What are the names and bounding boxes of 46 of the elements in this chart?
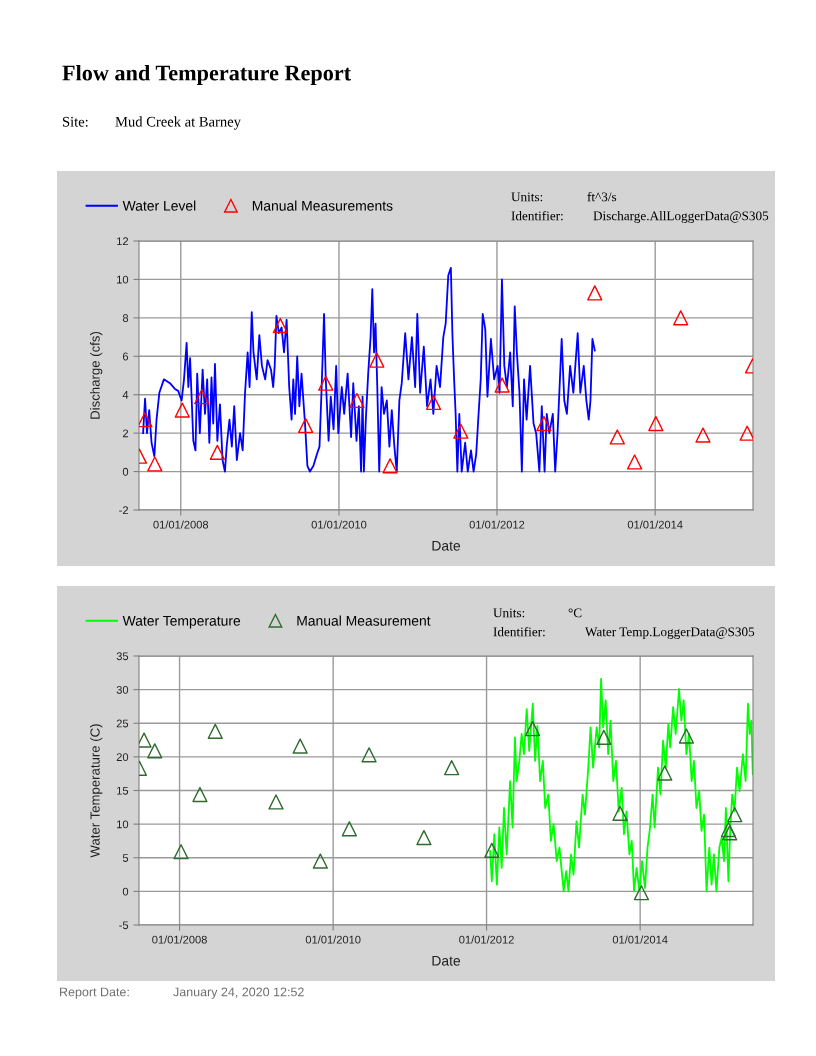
y-tick-label: 0	[122, 887, 129, 896]
y-tick-label: -2	[119, 506, 129, 515]
text: Water Temp.LoggerData@S305	[585, 627, 755, 639]
x-axis-title: Date	[432, 541, 461, 551]
x-tick-label: 01/01/2008	[153, 520, 209, 529]
text: Report Date:	[60, 987, 129, 999]
x-axis-title: Date	[432, 956, 461, 966]
y-tick-label: 35	[116, 652, 129, 661]
y-tick-label: 8	[122, 314, 129, 322]
chart-title: Flow and Temperature Report	[62, 64, 352, 86]
y-tick-label: 4	[122, 391, 129, 399]
y-tick-label: 12	[117, 237, 129, 246]
text: Identifier:	[511, 210, 563, 221]
x-tick-label: 01/01/2010	[305, 935, 361, 944]
text: January 24, 2020 12:52	[173, 987, 304, 999]
legend-label: Manual Measurements	[252, 200, 393, 211]
y-tick-label: 0	[122, 467, 129, 476]
y-tick-label: 2	[122, 429, 129, 438]
x-tick-label: 01/01/2014	[612, 935, 668, 944]
x-tick-label: 01/01/2012	[459, 935, 514, 944]
x-tick-label: 01/01/2012	[469, 520, 525, 529]
y-tick-label: 5	[122, 854, 129, 862]
y-tick-label: -5	[119, 921, 129, 930]
y-tick-label: 20	[116, 753, 129, 762]
text: Units:	[511, 192, 543, 202]
y-tick-label: 10	[117, 275, 129, 284]
y-tick-label: 6	[122, 352, 129, 361]
x-tick-label: 01/01/2008	[152, 935, 207, 944]
x-tick-label: 01/01/2010	[311, 520, 367, 529]
y-tick-label: 10	[117, 820, 129, 829]
text: Site:	[62, 116, 88, 127]
legend-label: Manual Measurement	[297, 615, 431, 626]
text: °C	[568, 608, 582, 618]
y-tick-label: 30	[116, 685, 129, 694]
y-tick-label: 15	[117, 786, 129, 795]
text: Discharge.AllLoggerData@S305	[593, 211, 769, 223]
y-axis-title: Discharge (cfs)	[90, 331, 103, 419]
legend-label: Water Level	[122, 200, 196, 211]
x-tick-label: 01/01/2014	[627, 520, 683, 529]
text: Mud Creek at Barney	[115, 116, 241, 130]
text: ft^3/s	[587, 191, 617, 202]
text: Identifier:	[493, 626, 545, 637]
text: Units:	[493, 608, 525, 618]
y-axis-title: Water Temperature (C)	[90, 724, 103, 858]
y-tick-label: 25	[116, 719, 129, 728]
legend-label: Water Temperature	[122, 616, 241, 629]
